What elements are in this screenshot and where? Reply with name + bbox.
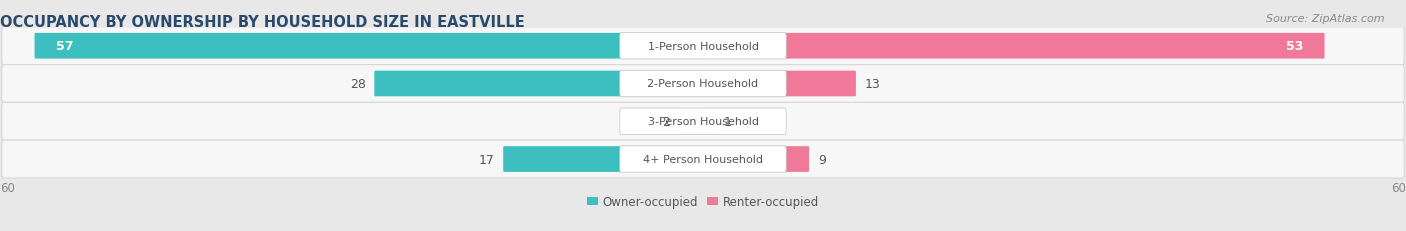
Text: 13: 13 [865, 78, 880, 91]
Text: 53: 53 [1285, 40, 1303, 53]
FancyBboxPatch shape [703, 34, 1324, 59]
Text: 60: 60 [0, 181, 15, 194]
FancyBboxPatch shape [35, 34, 703, 59]
Text: 28: 28 [350, 78, 366, 91]
Text: 1: 1 [724, 115, 733, 128]
Text: 4+ Person Household: 4+ Person Household [643, 154, 763, 164]
FancyBboxPatch shape [1, 103, 1405, 140]
Text: 2-Person Household: 2-Person Household [647, 79, 759, 89]
Text: 3-Person Household: 3-Person Household [648, 117, 758, 127]
FancyBboxPatch shape [620, 109, 786, 135]
FancyBboxPatch shape [1, 28, 1405, 65]
Text: 17: 17 [478, 153, 495, 166]
FancyBboxPatch shape [620, 146, 786, 173]
Text: 57: 57 [56, 40, 73, 53]
Legend: Owner-occupied, Renter-occupied: Owner-occupied, Renter-occupied [582, 190, 824, 213]
FancyBboxPatch shape [620, 71, 786, 97]
FancyBboxPatch shape [374, 71, 703, 97]
FancyBboxPatch shape [620, 33, 786, 60]
FancyBboxPatch shape [703, 146, 808, 172]
Text: Source: ZipAtlas.com: Source: ZipAtlas.com [1267, 14, 1385, 24]
FancyBboxPatch shape [1, 65, 1405, 103]
FancyBboxPatch shape [503, 146, 703, 172]
FancyBboxPatch shape [679, 109, 703, 134]
FancyBboxPatch shape [703, 71, 856, 97]
FancyBboxPatch shape [1, 140, 1405, 178]
Text: 2: 2 [662, 115, 671, 128]
Text: 1-Person Household: 1-Person Household [648, 42, 758, 52]
Text: 9: 9 [818, 153, 825, 166]
Text: OCCUPANCY BY OWNERSHIP BY HOUSEHOLD SIZE IN EASTVILLE: OCCUPANCY BY OWNERSHIP BY HOUSEHOLD SIZE… [0, 15, 524, 30]
FancyBboxPatch shape [703, 109, 716, 134]
Text: 60: 60 [1391, 181, 1406, 194]
